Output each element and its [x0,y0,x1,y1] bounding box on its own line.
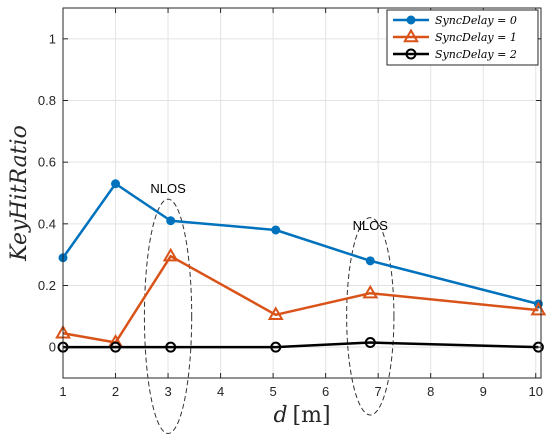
x-axis-label: d [m] [273,403,330,428]
nlos-ellipse [143,198,193,435]
data-point [364,337,376,349]
x-tick-label: 2 [112,384,119,399]
y-tick-label: 1 [49,31,56,46]
series-line [63,341,539,349]
series-1 [55,247,547,348]
data-point [362,284,379,299]
data-point [166,216,176,226]
series-line [62,254,539,344]
nlos-ellipse [346,217,395,416]
grid [62,8,541,378]
ellipse-annotations [143,198,395,435]
legend: SyncDelay = 0 SyncDelay = 1 SyncDelay = 2 [386,9,539,66]
y-tick-label: 0.6 [38,155,56,170]
annotation-label: NLOS [353,218,389,233]
legend-items: SyncDelay = 0 SyncDelay = 1 SyncDelay = 2 [393,14,517,61]
legend-item: SyncDelay = 2 [393,48,517,61]
legend-label: SyncDelay = 1 [435,31,517,44]
data-point [267,306,284,321]
annotation-label: NLOS [150,181,186,196]
y-tick-label: 0.4 [38,216,56,231]
x-axis-label-unit: [m] [293,403,331,428]
x-axis-label-var: d [273,403,287,428]
y-tick-label: 0.2 [38,278,56,293]
series-layer [55,179,547,353]
x-tick-label: 9 [480,384,487,399]
x-tick-label: 10 [529,384,543,399]
legend-item: SyncDelay = 1 [393,28,517,44]
data-point [165,341,177,353]
data-point [110,341,122,353]
plot-frame [62,7,542,379]
legend-label: SyncDelay = 0 [435,14,517,27]
y-tick-label: 0.8 [38,93,56,108]
text-annotations: NLOS NLOS [150,181,388,233]
ticks: 1 2 3 4 5 6 7 8 9 10 0 0.2 0.4 0.6 0.8 1 [38,8,543,399]
legend-swatch-marker [405,48,417,60]
x-tick-label: 3 [164,384,171,399]
data-point [532,341,544,353]
series-line [61,182,539,306]
data-point [162,247,179,262]
data-point [111,179,121,189]
x-tick-label: 5 [269,384,276,399]
x-tick-label: 7 [375,384,382,399]
x-tick-label: 4 [217,384,224,399]
data-point [365,256,375,266]
x-tick-label: 1 [59,384,66,399]
y-tick-label: 0 [49,340,56,355]
legend-swatch-marker [403,28,419,43]
x-tick-label: 8 [427,384,434,399]
legend-label: SyncDelay = 2 [435,48,517,61]
y-axis-label: KeyHitRatio [7,125,32,262]
x-tick-label: 6 [322,384,329,399]
data-point [270,341,282,353]
legend-swatch-marker [406,15,416,25]
data-point [271,225,281,235]
legend-item: SyncDelay = 0 [393,14,517,27]
